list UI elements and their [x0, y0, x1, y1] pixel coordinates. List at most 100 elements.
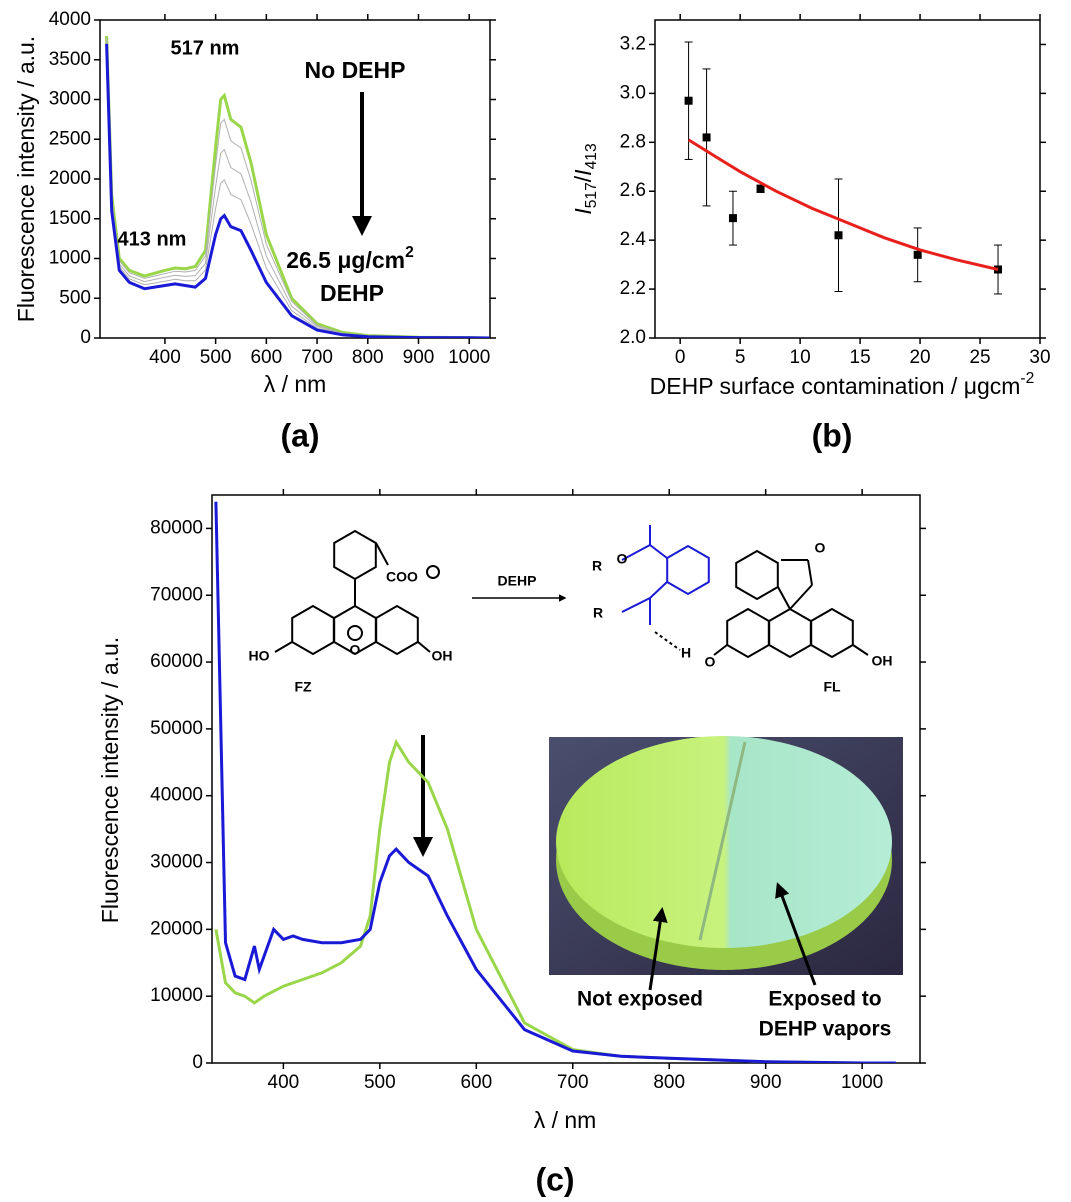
x-tick-label: 700 [557, 1072, 589, 1093]
structure-label: HO [249, 648, 270, 664]
series-line [106, 37, 490, 338]
photo-label: DEHP vapors [759, 1018, 892, 1041]
panel-label: (b) [812, 417, 853, 453]
annotation: DEHP [320, 280, 384, 306]
ring [810, 607, 854, 659]
structure-label: COO [386, 569, 418, 585]
plot-area [214, 501, 896, 1063]
annotation: 26.5 μg/cm2 [286, 244, 414, 273]
photo-label: Exposed to [768, 988, 881, 1011]
point [834, 231, 843, 240]
point [702, 133, 711, 142]
bond [621, 544, 651, 561]
x-tick-label: 500 [364, 1072, 396, 1093]
charge [347, 625, 363, 641]
y-tick-label: 3000 [49, 89, 91, 110]
y-tick-label: 4000 [49, 9, 91, 30]
annotation-part: 26.5 μg/cm [286, 247, 405, 273]
point [684, 96, 693, 105]
structure-label: O [350, 642, 361, 658]
bond [649, 581, 668, 599]
y-axis-label: I517/I413 [570, 143, 600, 214]
y-tick-label: 2500 [49, 128, 91, 149]
plot-frame [211, 494, 921, 1064]
x-tick-label: 15 [850, 347, 871, 368]
plot-area [684, 41, 1003, 295]
y-axis-label: Fluorescence intensity / a.u. [97, 637, 123, 923]
bond [417, 641, 431, 653]
ring [726, 607, 770, 659]
y-tick-label: 1000 [49, 248, 91, 269]
series-line [105, 35, 490, 338]
structure-label: FL [823, 679, 841, 695]
x-axis-label-part: -2 [1020, 370, 1034, 387]
y-tick-label: 2000 [49, 168, 91, 189]
y-tick-label: 3.0 [620, 82, 646, 103]
y-axis-label-part: 517 [583, 182, 600, 208]
y-tick-label: 0 [80, 327, 91, 348]
y-axis-label-part: / [570, 175, 596, 182]
y-tick-label: 1500 [49, 208, 91, 229]
series-line [214, 501, 896, 1063]
photo-label: Not exposed [577, 988, 703, 1011]
ring [666, 544, 710, 596]
series-line [106, 39, 490, 338]
x-tick-label: 800 [352, 347, 384, 368]
plot-area [105, 35, 490, 338]
series-line [687, 138, 999, 271]
series-line [106, 41, 490, 338]
bond [375, 542, 389, 566]
y-tick-label: 70000 [150, 584, 203, 605]
x-axis-label: DEHP surface contamination / μgcm-2 [650, 370, 1035, 399]
bond [649, 544, 668, 559]
y-axis-label-part: 413 [583, 143, 600, 169]
panel-label: (c) [535, 1161, 574, 1197]
plot-frame [654, 19, 1041, 339]
y-tick-label: 2.6 [620, 180, 646, 201]
ring [333, 529, 377, 581]
y-tick-label: 20000 [150, 918, 203, 939]
ring [735, 549, 779, 601]
x-tick-label: 10 [790, 347, 811, 368]
y-tick-label: 2.4 [620, 229, 647, 250]
photo [549, 736, 903, 991]
bond [789, 584, 813, 610]
bond [274, 641, 293, 653]
x-tick-label: 1000 [841, 1072, 883, 1093]
point [756, 184, 765, 193]
annotation-part: 2 [405, 244, 414, 261]
y-tick-label: 40000 [150, 785, 203, 806]
structures [274, 525, 869, 659]
y-axis-label: Fluorescence intensity / a.u. [13, 36, 39, 322]
y-tick-label: 0 [192, 1052, 203, 1073]
annotation: 413 nm [118, 228, 187, 250]
structure-label: O [705, 654, 716, 670]
bond [807, 559, 813, 586]
structure-label: O [815, 540, 826, 556]
plot-frame [99, 19, 491, 339]
structure-label: OH [432, 648, 453, 664]
series-line [105, 43, 490, 338]
bond [777, 586, 791, 610]
panel-label: (a) [280, 417, 319, 453]
x-tick-label: 1000 [448, 347, 490, 368]
y-tick-label: 3500 [49, 49, 91, 70]
structure-label: FZ [294, 679, 312, 695]
x-axis-label: λ / nm [264, 371, 327, 397]
y-tick-label: 60000 [150, 651, 203, 672]
x-tick-label: 25 [969, 347, 990, 368]
annotation: No DEHP [305, 57, 406, 83]
bond [852, 644, 869, 656]
bond [621, 597, 651, 613]
x-tick-label: 900 [403, 347, 435, 368]
structure-label: H [681, 645, 691, 661]
ring [768, 607, 812, 659]
x-tick-label: 0 [675, 347, 686, 368]
structure-label: R [593, 605, 603, 621]
y-tick-label: 2.2 [620, 278, 646, 299]
y-axis-label-part: I [570, 208, 596, 215]
structure-label: O [617, 551, 628, 567]
y-tick-label: 10000 [150, 985, 203, 1006]
x-tick-label: 20 [909, 347, 930, 368]
